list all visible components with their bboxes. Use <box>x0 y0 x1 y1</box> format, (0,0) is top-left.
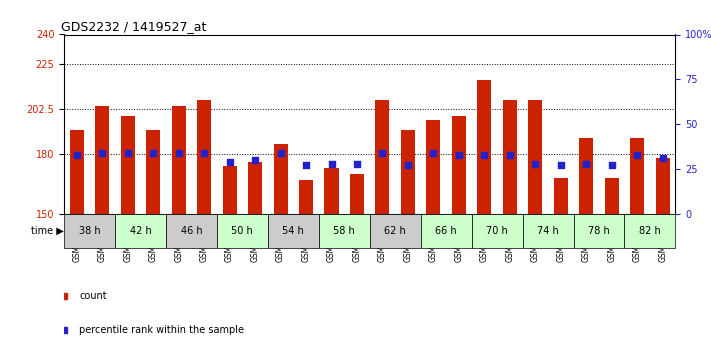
Bar <box>268 214 319 248</box>
Point <box>97 150 108 156</box>
Text: 62 h: 62 h <box>385 226 406 236</box>
Bar <box>421 214 471 248</box>
Bar <box>166 214 217 248</box>
Point <box>71 152 82 157</box>
Bar <box>121 116 134 214</box>
Point <box>453 152 464 157</box>
Point <box>402 163 414 168</box>
Text: 46 h: 46 h <box>181 226 202 236</box>
Point <box>479 152 490 157</box>
Bar <box>299 180 313 214</box>
Point <box>224 159 235 165</box>
Text: percentile rank within the sample: percentile rank within the sample <box>80 325 245 335</box>
Point <box>122 150 134 156</box>
Point <box>631 152 643 157</box>
Bar <box>503 100 517 214</box>
Bar <box>528 100 542 214</box>
Bar <box>624 214 675 248</box>
Point <box>326 161 337 166</box>
Bar <box>146 130 160 214</box>
Point <box>504 152 515 157</box>
Bar <box>95 106 109 214</box>
Text: count: count <box>80 291 107 300</box>
Point <box>555 163 567 168</box>
Text: 42 h: 42 h <box>129 226 151 236</box>
Bar <box>274 144 287 214</box>
Point <box>147 150 159 156</box>
Point <box>275 150 287 156</box>
Text: 74 h: 74 h <box>538 226 559 236</box>
Bar <box>471 214 523 248</box>
Text: 82 h: 82 h <box>639 226 661 236</box>
Text: 38 h: 38 h <box>79 226 100 236</box>
Point <box>377 150 388 156</box>
Bar <box>579 138 593 214</box>
Bar <box>217 214 268 248</box>
Bar <box>452 116 466 214</box>
Bar <box>248 162 262 214</box>
Text: 70 h: 70 h <box>486 226 508 236</box>
Bar <box>523 214 574 248</box>
Bar <box>70 130 84 214</box>
Bar <box>171 106 186 214</box>
Bar <box>319 214 370 248</box>
Bar <box>115 214 166 248</box>
Bar <box>401 130 415 214</box>
Text: 58 h: 58 h <box>333 226 355 236</box>
Point <box>581 161 592 166</box>
Bar <box>350 174 364 214</box>
Bar <box>324 168 338 214</box>
Point <box>173 150 184 156</box>
Bar <box>630 138 644 214</box>
Text: time ▶: time ▶ <box>31 226 64 236</box>
Point <box>300 163 311 168</box>
Bar <box>427 120 440 214</box>
Bar <box>554 178 568 214</box>
Text: 78 h: 78 h <box>588 226 610 236</box>
Text: 54 h: 54 h <box>282 226 304 236</box>
Point <box>198 150 210 156</box>
Point <box>428 150 439 156</box>
Bar <box>477 80 491 214</box>
Bar <box>64 214 115 248</box>
Point <box>606 163 617 168</box>
Bar <box>375 100 390 214</box>
Point <box>250 157 261 163</box>
Bar <box>370 214 421 248</box>
Point <box>351 161 363 166</box>
Point <box>530 161 541 166</box>
Bar <box>197 100 211 214</box>
Bar <box>605 178 619 214</box>
Text: 50 h: 50 h <box>232 226 253 236</box>
Point <box>657 156 668 161</box>
Bar <box>223 166 237 214</box>
Bar <box>574 214 624 248</box>
Bar <box>656 158 670 214</box>
Text: 66 h: 66 h <box>435 226 457 236</box>
Text: GDS2232 / 1419527_at: GDS2232 / 1419527_at <box>61 20 206 33</box>
